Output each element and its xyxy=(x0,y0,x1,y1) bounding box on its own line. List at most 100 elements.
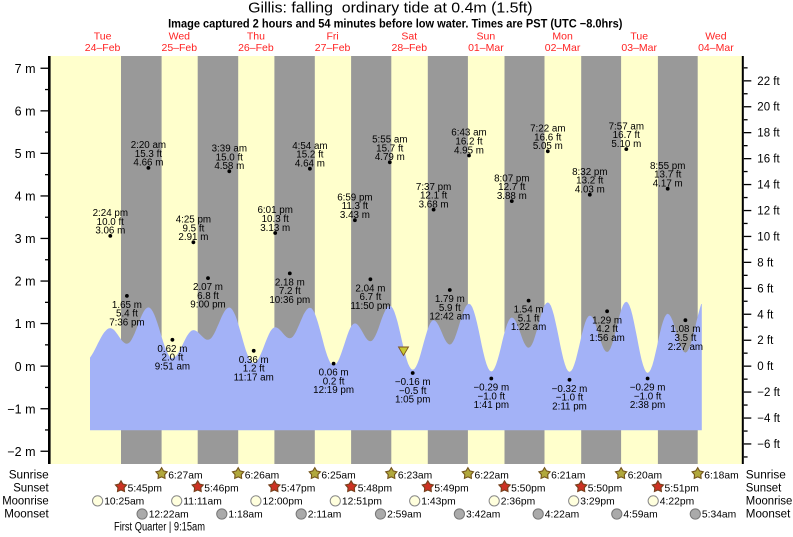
svg-text:6:18am: 6:18am xyxy=(704,470,738,481)
svg-text:16.2 ft: 16.2 ft xyxy=(455,137,483,148)
svg-text:Sunrise: Sunrise xyxy=(9,467,49,481)
svg-text:5.4 ft: 5.4 ft xyxy=(116,309,138,320)
svg-text:−1.0 ft: −1.0 ft xyxy=(634,391,662,402)
svg-text:7.2 ft: 7.2 ft xyxy=(279,286,301,297)
svg-text:Moonset: Moonset xyxy=(746,507,791,521)
svg-text:0.06 m: 0.06 m xyxy=(319,368,349,379)
svg-text:2:24 pm: 2:24 pm xyxy=(93,208,128,219)
svg-text:12:19 pm: 12:19 pm xyxy=(313,385,354,396)
svg-text:11:17 am: 11:17 am xyxy=(234,372,274,383)
svg-text:−0.29 m: −0.29 m xyxy=(473,383,509,394)
svg-text:−0.5 ft: −0.5 ft xyxy=(399,386,427,397)
svg-text:7:37 pm: 7:37 pm xyxy=(416,182,451,193)
svg-text:4:22am: 4:22am xyxy=(545,510,579,521)
svg-text:3.68 m: 3.68 m xyxy=(419,199,449,210)
svg-text:1:43pm: 1:43pm xyxy=(421,497,455,508)
svg-text:7:22 am: 7:22 am xyxy=(530,124,565,135)
svg-text:5.1 ft: 5.1 ft xyxy=(518,313,540,324)
svg-text:6:43 am: 6:43 am xyxy=(451,128,486,139)
svg-text:3:29pm: 3:29pm xyxy=(580,497,614,508)
svg-text:5:55 am: 5:55 am xyxy=(372,135,407,146)
svg-text:8:55 pm: 8:55 pm xyxy=(650,161,685,172)
svg-text:Sunset: Sunset xyxy=(746,480,782,494)
svg-text:Gillis: falling ordinary tide: Gillis: falling ordinary tide at 0.4m (1… xyxy=(248,1,532,17)
svg-text:−4 ft: −4 ft xyxy=(757,413,781,425)
svg-text:Fri: Fri xyxy=(326,31,338,43)
svg-text:2:20 am: 2:20 am xyxy=(131,140,166,151)
svg-text:18 ft: 18 ft xyxy=(757,128,780,140)
svg-text:12 ft: 12 ft xyxy=(757,206,780,218)
svg-text:12:42 am: 12:42 am xyxy=(429,312,470,323)
svg-text:Wed: Wed xyxy=(169,31,191,43)
svg-text:25–Feb: 25–Feb xyxy=(161,42,197,54)
svg-text:5:48pm: 5:48pm xyxy=(358,483,392,494)
svg-text:−1.0 ft: −1.0 ft xyxy=(478,391,506,402)
svg-text:4.17 m: 4.17 m xyxy=(653,179,683,190)
svg-text:1.54 m: 1.54 m xyxy=(514,305,544,316)
svg-text:1:22 am: 1:22 am xyxy=(511,322,546,333)
svg-text:Sunset: Sunset xyxy=(13,480,49,494)
svg-text:4 ft: 4 ft xyxy=(757,309,774,321)
svg-text:6:23am: 6:23am xyxy=(398,470,432,481)
svg-text:22 ft: 22 ft xyxy=(757,76,780,88)
svg-text:16.6 ft: 16.6 ft xyxy=(534,132,562,143)
svg-text:2.04 m: 2.04 m xyxy=(355,283,385,294)
svg-text:5 m: 5 m xyxy=(15,147,36,161)
svg-text:2:27 am: 2:27 am xyxy=(668,342,703,353)
svg-text:Sat: Sat xyxy=(401,31,417,43)
svg-text:10.0 ft: 10.0 ft xyxy=(97,217,125,228)
svg-text:Moonrise: Moonrise xyxy=(2,494,49,508)
svg-text:1 m: 1 m xyxy=(15,317,36,331)
svg-text:5:47pm: 5:47pm xyxy=(281,483,315,494)
svg-text:4.2 ft: 4.2 ft xyxy=(596,324,618,335)
svg-text:5:34am: 5:34am xyxy=(702,510,736,521)
svg-text:5:46pm: 5:46pm xyxy=(204,483,238,494)
svg-text:6.7 ft: 6.7 ft xyxy=(360,292,382,303)
svg-text:24–Feb: 24–Feb xyxy=(85,42,121,54)
svg-text:12.7 ft: 12.7 ft xyxy=(498,182,526,193)
svg-text:1.08 m: 1.08 m xyxy=(670,324,700,335)
svg-text:02–Mar: 02–Mar xyxy=(545,42,581,54)
svg-text:13.7 ft: 13.7 ft xyxy=(654,170,682,181)
svg-text:10 ft: 10 ft xyxy=(757,231,780,243)
svg-text:28–Feb: 28–Feb xyxy=(391,42,427,54)
svg-text:15.0 ft: 15.0 ft xyxy=(216,152,244,163)
svg-text:6:25am: 6:25am xyxy=(321,470,355,481)
svg-text:12:00pm: 12:00pm xyxy=(263,497,303,508)
svg-text:27–Feb: 27–Feb xyxy=(315,42,351,54)
svg-text:3 m: 3 m xyxy=(15,232,36,246)
svg-text:3.5 ft: 3.5 ft xyxy=(675,333,697,344)
svg-text:2 ft: 2 ft xyxy=(757,335,774,347)
svg-text:11:50 pm: 11:50 pm xyxy=(350,301,390,312)
svg-text:Moonrise: Moonrise xyxy=(746,494,793,508)
svg-text:6 ft: 6 ft xyxy=(757,283,774,295)
svg-text:Sunrise: Sunrise xyxy=(746,467,786,481)
svg-text:7:36 pm: 7:36 pm xyxy=(109,318,144,329)
svg-text:6.8 ft: 6.8 ft xyxy=(197,291,219,302)
svg-text:5:50pm: 5:50pm xyxy=(588,483,622,494)
svg-text:Sun: Sun xyxy=(477,31,496,43)
svg-text:−0.29 m: −0.29 m xyxy=(630,383,666,394)
svg-text:−1 m: −1 m xyxy=(7,402,35,416)
svg-text:0.36 m: 0.36 m xyxy=(239,355,269,366)
svg-text:3.43 m: 3.43 m xyxy=(340,210,370,221)
svg-text:6:26am: 6:26am xyxy=(245,470,279,481)
svg-text:5:51pm: 5:51pm xyxy=(665,483,699,494)
svg-text:2:38 pm: 2:38 pm xyxy=(630,400,665,411)
svg-text:0.2 ft: 0.2 ft xyxy=(323,376,345,387)
svg-text:9:51 am: 9:51 am xyxy=(155,361,190,372)
svg-text:10:25am: 10:25am xyxy=(104,497,144,508)
svg-text:11:11am: 11:11am xyxy=(183,497,222,508)
svg-text:1:05 pm: 1:05 pm xyxy=(395,395,430,406)
svg-text:−2 m: −2 m xyxy=(7,445,35,459)
svg-text:Wed: Wed xyxy=(705,31,727,43)
svg-text:2:11am: 2:11am xyxy=(308,510,342,521)
svg-text:4 m: 4 m xyxy=(15,190,36,204)
svg-text:2.91 m: 2.91 m xyxy=(178,232,208,243)
svg-text:26–Feb: 26–Feb xyxy=(238,42,274,54)
svg-text:2:11 pm: 2:11 pm xyxy=(552,401,587,412)
svg-text:0.62 m: 0.62 m xyxy=(157,344,187,355)
svg-text:5:49pm: 5:49pm xyxy=(434,483,468,494)
svg-text:6:01 pm: 6:01 pm xyxy=(257,205,292,216)
svg-text:4.95 m: 4.95 m xyxy=(454,145,484,156)
